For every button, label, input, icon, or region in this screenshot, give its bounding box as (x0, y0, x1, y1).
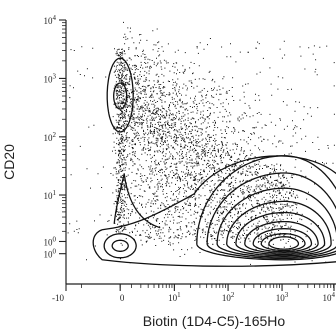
contour-biotinpos-level-7 (252, 228, 313, 253)
x-tick-label: -10 (52, 293, 64, 303)
y-tick-label: 100 (44, 248, 57, 260)
x-tick-label: 103 (276, 291, 289, 303)
plot-frame (65, 20, 336, 285)
event-dot-cloud (67, 21, 335, 265)
y-tick-label: 100 (44, 235, 57, 247)
contour-biotinpos-level-6 (244, 220, 319, 254)
y-axis-title: CD20 (1, 144, 17, 180)
contour-dn-inner (111, 239, 129, 252)
x-axis-title: Biotin (1D4-C5)-165Ho (143, 313, 286, 329)
x-axis-ticks: -10 0 101 102 103 104 (52, 284, 336, 303)
contour-stripe-link (113, 173, 161, 229)
contour-biotinpos-level-3 (216, 187, 336, 258)
y-tick-label: 103 (44, 72, 57, 84)
contour-cd20pos-inner (113, 82, 128, 110)
x-tick-label: 0 (120, 293, 125, 303)
density-contours (92, 57, 336, 267)
y-tick-label: 104 (44, 14, 57, 26)
x-tick-label: 101 (168, 291, 181, 303)
contour-outer-envelope (92, 155, 336, 267)
event-dots (67, 21, 335, 265)
contour-dn-outer (103, 233, 137, 259)
contour-biotinpos-level-4 (226, 200, 332, 257)
contour-biotinpos-level-2 (206, 172, 336, 260)
x-tick-label: 104 (323, 291, 336, 303)
y-tick-label: 101 (44, 189, 57, 201)
contour-cd20pos-outer (106, 57, 134, 133)
contour-biotinpos-level-5 (235, 211, 326, 256)
contour-biotinpos-level-8 (260, 233, 306, 252)
contour-biotinpos-level-9 (268, 236, 300, 250)
contour-biotinpos-level-1 (196, 155, 336, 261)
y-tick-label: 102 (44, 131, 57, 143)
x-tick-label: 102 (222, 291, 235, 303)
